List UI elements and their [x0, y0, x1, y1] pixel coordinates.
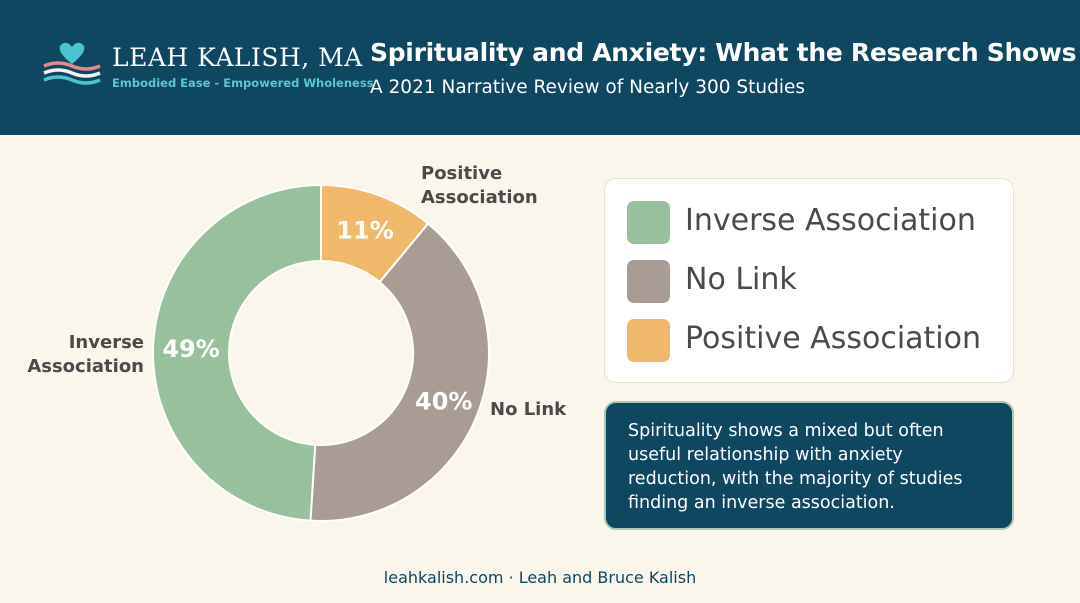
legend-label: Positive Association — [685, 321, 982, 356]
legend-item-positive: Positive Association — [627, 319, 1007, 363]
slice-category-label: No Link — [490, 399, 567, 420]
brand-logo[interactable]: LEAH KALISH, MA Embodied Ease - Empowere… — [40, 40, 374, 100]
legend-swatch — [627, 201, 670, 244]
legend-item-no-link: No Link — [627, 260, 1007, 304]
page-subtitle: A 2021 Narrative Review of Nearly 300 St… — [370, 77, 806, 98]
footer-credit[interactable]: leahkalish.com · Leah and Bruce Kalish — [383, 568, 697, 587]
page-title: Spirituality and Anxiety: What the Resea… — [370, 38, 1077, 67]
slice-value-label: 49% — [162, 335, 219, 363]
legend-item-inverse: Inverse Association — [627, 201, 1007, 245]
header-banner: LEAH KALISH, MA Embodied Ease - Empowere… — [0, 0, 1080, 135]
donut-slice-inverse-association — [152, 183, 322, 522]
donut-chart: 11% Positive Association 40% No Link 49% Inver… — [27, 163, 567, 522]
brand-name: LEAH KALISH, MA — [112, 43, 363, 72]
summary-callout: Spirituality shows a mixed but often use… — [604, 401, 1014, 530]
chart-legend: Inverse Association No Link Positive Ass… — [604, 178, 1014, 383]
legend-swatch — [627, 319, 670, 362]
slice-value-label: 11% — [336, 217, 393, 245]
legend-swatch — [627, 260, 670, 303]
summary-text: Spirituality shows a mixed but often use… — [628, 421, 963, 513]
slice-category-label: Positive Association — [421, 163, 538, 208]
legend-label: No Link — [685, 262, 797, 297]
brand-tagline: Embodied Ease - Empowered Wholeness — [112, 76, 374, 90]
slice-category-label: Inverse Association — [27, 332, 144, 377]
donut-slice-no-link — [309, 222, 490, 522]
heart-waves-icon — [43, 42, 101, 85]
legend-label: Inverse Association — [685, 203, 976, 238]
slice-value-label: 40% — [415, 388, 472, 416]
